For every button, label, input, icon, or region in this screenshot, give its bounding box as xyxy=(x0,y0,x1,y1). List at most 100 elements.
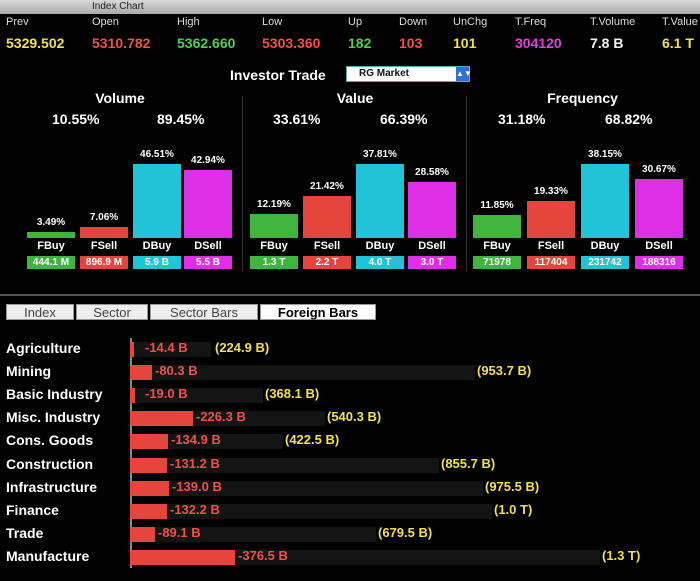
panel-volume: Volume 10.55% 89.45% 3.49% FBuy 444.1 M 7.06% F… xyxy=(0,90,240,276)
bar-category-label: DBuy xyxy=(590,240,620,252)
summary-up: Up 182 xyxy=(348,16,371,51)
summary-value: 5303.360 xyxy=(262,35,321,51)
sector-net-value: -89.1 B xyxy=(158,524,201,540)
foreign-share-pct: 31.18% xyxy=(498,111,546,127)
summary-label: Prev xyxy=(6,16,29,28)
panel-divider xyxy=(466,96,467,271)
summary-value: 5310.782 xyxy=(92,35,151,51)
sector-row-trade: Trade -89.1 B (679.5 B) xyxy=(0,523,700,545)
bar-value-label: 444.1 M xyxy=(27,256,75,269)
bar-category-label: DSell xyxy=(645,240,673,252)
sector-net-value: -19.0 B xyxy=(145,386,188,402)
bar-fsell xyxy=(80,227,128,238)
bar-category-label: FBuy xyxy=(483,240,511,252)
foreign-share-pct: 10.55% xyxy=(52,111,100,127)
summary-label: Open xyxy=(92,16,119,28)
summary-label: High xyxy=(177,16,200,28)
market-select-value: RG Market xyxy=(359,68,410,79)
sector-name: Trade xyxy=(6,524,44,541)
panel-title: Value xyxy=(336,90,374,106)
bar-pct-label: 37.81% xyxy=(363,149,397,160)
sector-total-value: (1.0 T) xyxy=(494,501,533,517)
sector-net-bar xyxy=(130,388,135,404)
summary-label: T.Value xyxy=(662,16,698,28)
sector-total-value: (953.7 B) xyxy=(477,363,532,379)
tab-sector[interactable]: Sector xyxy=(76,304,148,320)
sector-total-bar xyxy=(130,549,600,565)
market-summary: Prev 5329.502 Open 5310.782 High 5362.660 Low 5… xyxy=(0,16,700,62)
bar-value-label: 117404 xyxy=(527,256,575,269)
bar-value-label: 188316 xyxy=(635,256,683,269)
summary-value: 304120 xyxy=(515,35,562,51)
panel-divider xyxy=(242,96,243,271)
sector-name: Finance xyxy=(6,501,59,518)
summary-high: High 5362.660 xyxy=(177,16,235,51)
sector-total-value: (975.5 B) xyxy=(485,478,540,494)
tab-foreign-bars[interactable]: Foreign Bars xyxy=(260,304,376,320)
window-title: Index Chart xyxy=(92,1,144,12)
select-arrow-icon[interactable]: ▲▼ xyxy=(456,67,472,81)
summary-value: 5362.660 xyxy=(177,35,236,51)
sector-name: Misc. Industry xyxy=(6,409,101,426)
sector-row-misc-industry: Misc. Industry -226.3 B (540.3 B) xyxy=(0,407,700,429)
sector-total-value: (1.3 T) xyxy=(602,547,641,563)
summary-prev: Prev 5329.502 xyxy=(6,16,64,51)
summary-value: 182 xyxy=(348,35,372,51)
sector-total-bar xyxy=(130,503,492,519)
bar-fbuy xyxy=(250,214,298,238)
bar-pct-label: 7.06% xyxy=(89,212,119,223)
bar-fbuy xyxy=(27,232,75,238)
summary-unchg: UnChg 101 xyxy=(453,16,487,51)
summary-open: Open 5310.782 xyxy=(92,16,150,51)
bar-value-label: 1.3 T xyxy=(250,256,298,269)
bar-value-label: 2.2 T xyxy=(303,256,351,269)
sector-row-manufacture: Manufacture -376.5 B (1.3 T) xyxy=(0,546,700,568)
sector-net-value: -14.4 B xyxy=(145,340,188,355)
panel-title: Frequency xyxy=(547,90,618,106)
bar-dbuy xyxy=(356,164,404,238)
bar-category-label: FSell xyxy=(90,240,118,252)
bar-value-label: 5.9 B xyxy=(133,256,181,269)
bar-pct-label: 3.49% xyxy=(36,217,66,228)
investor-trade-label: Investor Trade xyxy=(230,67,326,83)
sector-total-value: (540.3 B) xyxy=(327,409,382,425)
tab-sector-bars[interactable]: Sector Bars xyxy=(150,304,258,320)
summary-label: Down xyxy=(399,16,428,28)
sector-total-bar xyxy=(130,457,439,473)
section-divider xyxy=(0,294,700,296)
sector-net-value: -376.5 B xyxy=(238,547,288,563)
sector-net-bar xyxy=(130,480,169,496)
bar-dsell xyxy=(635,179,683,238)
tab-index[interactable]: Index xyxy=(6,304,74,320)
bar-value-label: 4.0 T xyxy=(356,256,404,269)
summary-label: UnChg xyxy=(453,16,488,28)
domestic-share-pct: 68.82% xyxy=(605,111,653,127)
summary-label: T.Freq xyxy=(515,16,547,28)
sector-net-value: -131.2 B xyxy=(170,455,220,471)
sector-row-cons-goods: Cons. Goods -134.9 B (422.5 B) xyxy=(0,430,700,452)
bar-pct-label: 28.58% xyxy=(415,167,449,178)
bar-dsell xyxy=(408,182,456,238)
sector-row-finance: Finance -132.2 B (1.0 T) xyxy=(0,500,700,522)
panel-title: Volume xyxy=(95,90,145,106)
domestic-share-pct: 89.45% xyxy=(157,111,205,127)
sector-bars-axis xyxy=(130,338,132,568)
bar-dbuy xyxy=(133,164,181,238)
foreign-share-pct: 33.61% xyxy=(273,111,321,127)
sector-net-value: -132.2 B xyxy=(170,501,220,517)
summary-label: Up xyxy=(348,16,363,28)
bar-pct-label: 21.42% xyxy=(310,181,344,192)
sector-name: Infrastructure xyxy=(6,478,98,495)
summary-tvolume: T.Volume 7.8 B xyxy=(590,16,635,51)
summary-low: Low 5303.360 xyxy=(262,16,320,51)
sector-name: Manufacture xyxy=(6,547,90,564)
bar-category-label: DBuy xyxy=(365,240,395,252)
summary-value: 7.8 B xyxy=(590,35,624,51)
sector-net-bar xyxy=(130,411,193,427)
market-select[interactable]: RG Market ▲▼ xyxy=(346,66,472,82)
bar-fsell xyxy=(527,201,575,238)
sector-row-mining: Mining -80.3 B (953.7 B) xyxy=(0,361,700,383)
sector-total-bar xyxy=(130,388,263,404)
panel-frequency: Frequency 31.18% 68.82% 11.85% FBuy 71978 19.3… xyxy=(470,90,695,276)
sector-total-bar xyxy=(130,342,211,357)
